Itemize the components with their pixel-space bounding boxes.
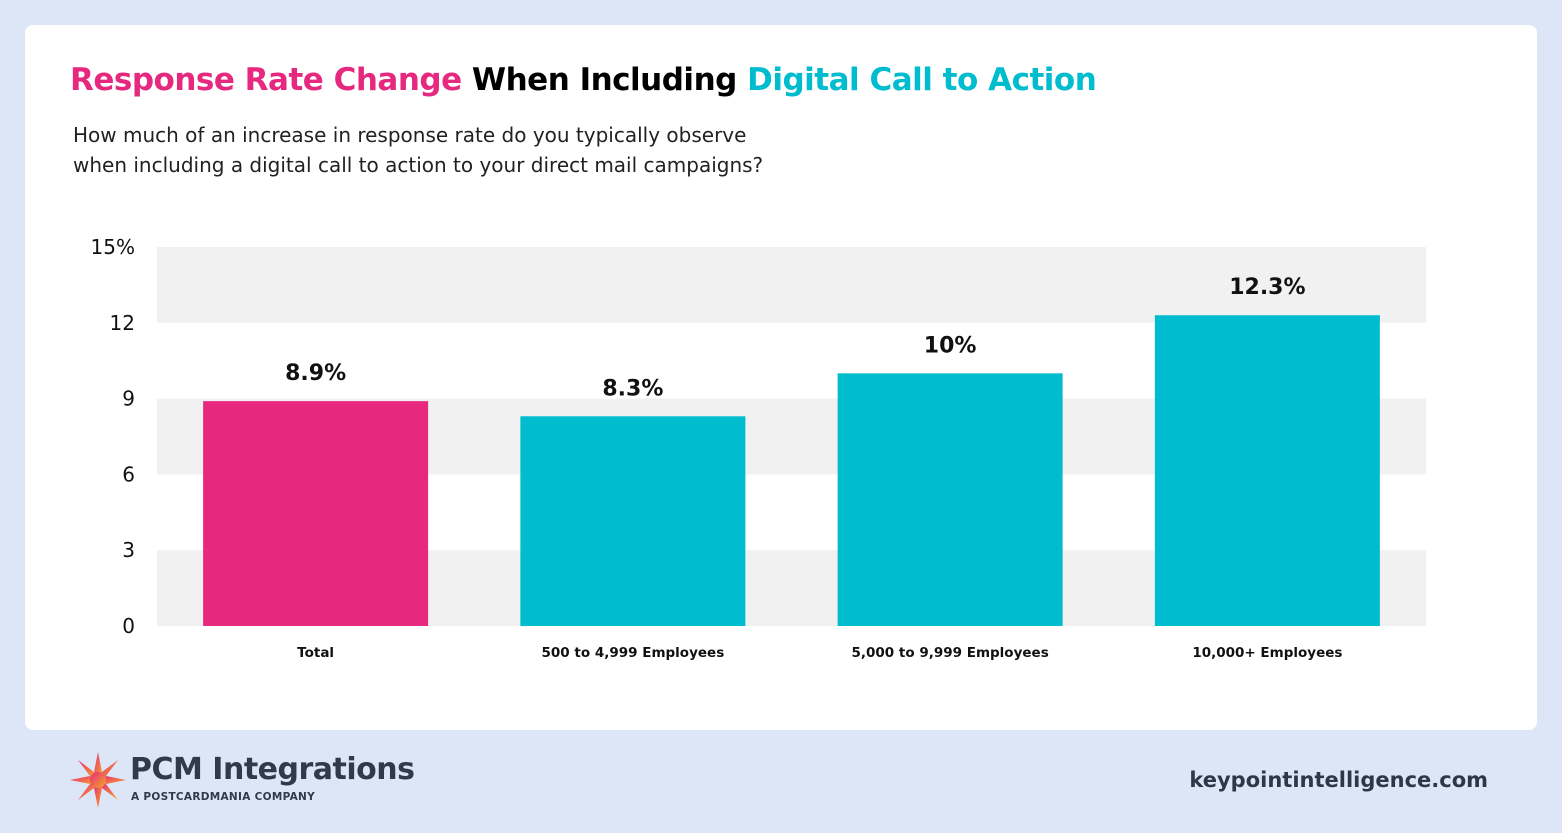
bar-3	[837, 373, 1063, 626]
data-label: 8.3%	[602, 376, 663, 401]
data-label: 10%	[924, 333, 977, 358]
subtitle-line-1: How much of an increase in response rate…	[73, 123, 747, 147]
title-part-3: Digital Call to Action	[747, 62, 1097, 98]
y-tick-label: 12	[110, 311, 135, 335]
pcm-sunburst-logo-icon	[70, 752, 126, 808]
y-tick-label: 0	[122, 614, 135, 638]
subtitle-line-2: when including a digital call to action …	[73, 153, 764, 177]
y-tick-label: 15%	[91, 235, 135, 259]
logo-tagline: A POSTCARDMANIA COMPANY	[131, 791, 316, 803]
logo-name: PCM Integrations	[130, 752, 415, 787]
data-label: 12.3%	[1229, 275, 1305, 300]
y-tick-label: 9	[122, 387, 135, 411]
footer-url: keypointintelligence.com	[1189, 768, 1488, 792]
bar-2	[520, 416, 746, 626]
title-part-2: When Including	[471, 62, 737, 98]
data-label: 8.9%	[285, 361, 346, 386]
chart-title: Response Rate Change When Including Digi…	[70, 62, 1097, 98]
x-tick-label: Total	[297, 645, 334, 661]
y-tick-label: 6	[122, 462, 135, 486]
bar-1	[203, 401, 429, 626]
y-tick-label: 3	[122, 538, 135, 562]
x-tick-label: 10,000+ Employees	[1192, 645, 1342, 661]
chart-subtitle: How much of an increase in response rate…	[73, 120, 873, 180]
grid-band	[157, 247, 1426, 323]
x-tick-label: 5,000 to 9,999 Employees	[852, 645, 1049, 661]
title-part-1: Response Rate Change	[70, 62, 462, 98]
bar-4	[1154, 315, 1380, 626]
x-tick-label: 500 to 4,999 Employees	[542, 645, 725, 661]
